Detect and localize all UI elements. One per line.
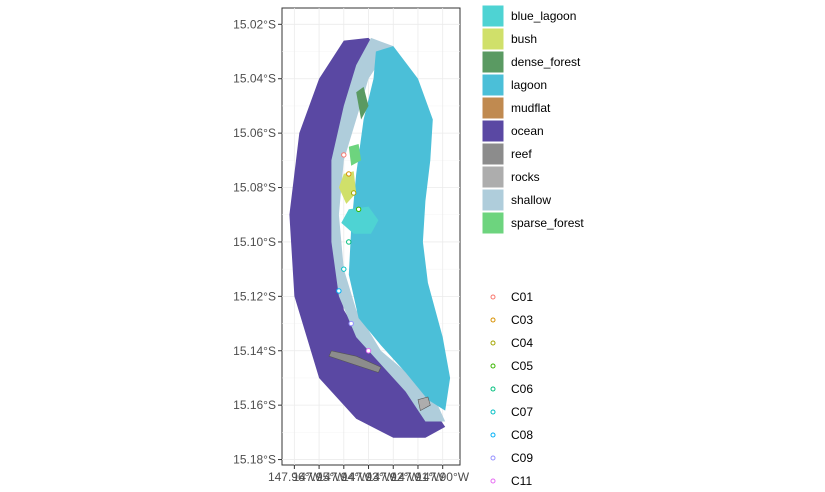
- legend-label-mudflat: mudflat: [511, 101, 551, 115]
- x-tick-label: 147.95°W: [293, 470, 347, 484]
- legend-label-c11: C11: [511, 474, 532, 488]
- site-point-c05: [355, 206, 362, 212]
- legend-key-lagoon: [481, 73, 505, 97]
- site-point-c04: [350, 190, 357, 196]
- y-tick-label: 15.02°S: [233, 17, 276, 31]
- legend-key-c11: [490, 478, 496, 484]
- legend-label-c05: C05: [511, 359, 533, 373]
- legend-label-reef: reef: [511, 147, 532, 161]
- legend-label-c01: C01: [511, 290, 533, 304]
- legend-key-c05: [490, 363, 496, 369]
- legend-key-c06: [490, 386, 496, 392]
- legend-key-mudflat: [481, 96, 505, 120]
- x-tick-label: 147.96°W: [268, 470, 322, 484]
- legend-key-c01: [490, 294, 496, 300]
- legend-label-lagoon: lagoon: [511, 78, 547, 92]
- legend-key-dense-forest: [481, 50, 505, 74]
- habitat-polygon-sparse_forest: [348, 144, 362, 166]
- legend-key-bush: [481, 27, 505, 51]
- site-point-c08: [336, 288, 342, 294]
- habitat-polygon-dense_forest: [356, 86, 369, 120]
- y-tick-label: 15.12°S: [233, 289, 276, 303]
- legend-key-rocks: [481, 165, 505, 189]
- site-point-c09: [348, 320, 354, 327]
- legend-label-c04: C04: [511, 336, 533, 350]
- legend-key-blue-lagoon: [481, 4, 505, 28]
- habitat-polygon-reef: [328, 350, 382, 373]
- habitat-polygon-shallow: [331, 37, 446, 422]
- habitat-polygon-bush: [338, 171, 357, 204]
- habitat-polygon-blue_lagoon: [341, 206, 379, 234]
- legend-key-c08: [490, 432, 496, 438]
- y-tick-label: 15.10°S: [233, 235, 276, 249]
- y-tick-label: 15.08°S: [233, 181, 276, 195]
- habitat-polygon-ocean: [289, 37, 446, 438]
- habitat-polygon-lagoon: [348, 46, 451, 411]
- site-point-c11: [365, 348, 372, 354]
- legend-label-sparse-forest: sparse_forest: [511, 216, 584, 230]
- site-points: [336, 152, 372, 354]
- legend-label-c07: C07: [511, 405, 533, 419]
- x-tick-label: 147.91°W: [392, 470, 446, 484]
- legend-key-ocean: [481, 119, 505, 143]
- y-tick-label: 15.18°S: [233, 453, 276, 467]
- y-tick-label: 15.04°S: [233, 72, 276, 86]
- legend-key-c03: [490, 317, 496, 323]
- legend-label-c03: C03: [511, 313, 533, 327]
- x-tick-label: 147.93°W: [342, 470, 396, 484]
- x-tick-label: 147.94°W: [317, 470, 371, 484]
- legend-label-shallow: shallow: [511, 193, 551, 207]
- legend-label-dense-forest: dense_forest: [511, 55, 581, 69]
- y-tick-label: 15.16°S: [233, 398, 276, 412]
- legend-key-c07: [490, 409, 496, 415]
- legend-label-bush: bush: [511, 32, 537, 46]
- legend-label-rocks: rocks: [511, 170, 540, 184]
- habitat-polygon-rocks: [417, 396, 431, 412]
- legend-key-c04: [490, 340, 496, 346]
- site-legend: C01 C03 C04 C05 C06 C07 C08 C09 C11: [490, 290, 533, 488]
- site-point-c03: [346, 171, 352, 177]
- legend-key-sparse-forest: [481, 211, 505, 235]
- legend-key-c09: [490, 455, 496, 461]
- legend-label-c09: C09: [511, 451, 533, 465]
- legend-label-c08: C08: [511, 428, 533, 442]
- legend-label-c06: C06: [511, 382, 533, 396]
- legend-label-blue-lagoon: blue_lagoon: [511, 9, 576, 23]
- y-tick-label: 15.06°S: [233, 126, 276, 140]
- x-tick-label: 147.90°W: [416, 470, 470, 484]
- x-tick-label: 147.92°W: [367, 470, 421, 484]
- map-panel: [281, 7, 461, 466]
- legend-label-ocean: ocean: [511, 124, 544, 138]
- legend-key-shallow: [481, 188, 505, 212]
- x-axis: 147.96°W147.95°W147.94°W147.93°W147.92°W…: [268, 465, 470, 484]
- legend-key-reef: [481, 142, 505, 166]
- y-tick-label: 15.14°S: [233, 344, 276, 358]
- site-point-c07: [341, 266, 347, 272]
- site-point-c01: [341, 152, 347, 158]
- site-point-c06: [346, 239, 352, 245]
- y-axis: 15.02°S 15.04°S 15.06°S 15.08°S 15.10°S 15.12…: [233, 17, 282, 467]
- habitat-polygons: [289, 37, 451, 438]
